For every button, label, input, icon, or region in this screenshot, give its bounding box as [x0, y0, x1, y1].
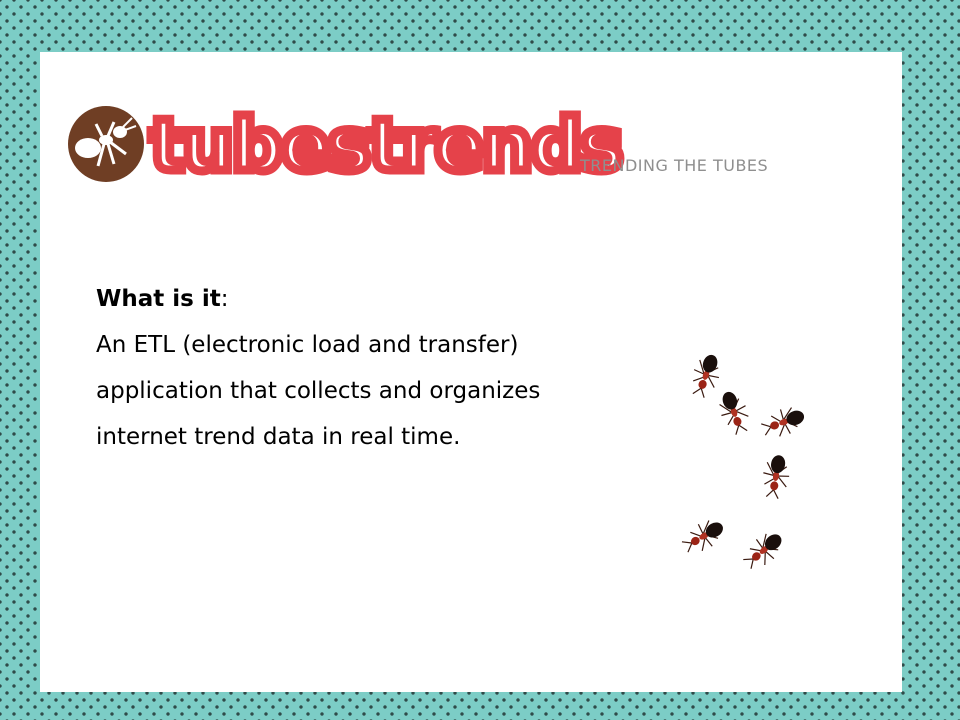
- tagline: TRENDING THE TUBES: [580, 156, 769, 175]
- slide: tubestrends TRENDING THE TUBES What is i…: [40, 52, 902, 692]
- body-line-3: internet trend data in real time.: [96, 424, 461, 450]
- heading-line: What is it:: [96, 276, 636, 322]
- body-line-1: An ETL (electronic load and transfer): [96, 332, 519, 358]
- heading: What is it: [96, 286, 221, 312]
- body-text: What is it: An ETL (electronic load and …: [96, 276, 636, 460]
- body-line-2: application that collects and organizes: [96, 378, 541, 404]
- heading-suffix: :: [220, 286, 229, 312]
- ant-logo-icon: [68, 106, 144, 182]
- brand-wordmark: tubestrends: [145, 99, 627, 192]
- fire-ants-image: [664, 340, 814, 590]
